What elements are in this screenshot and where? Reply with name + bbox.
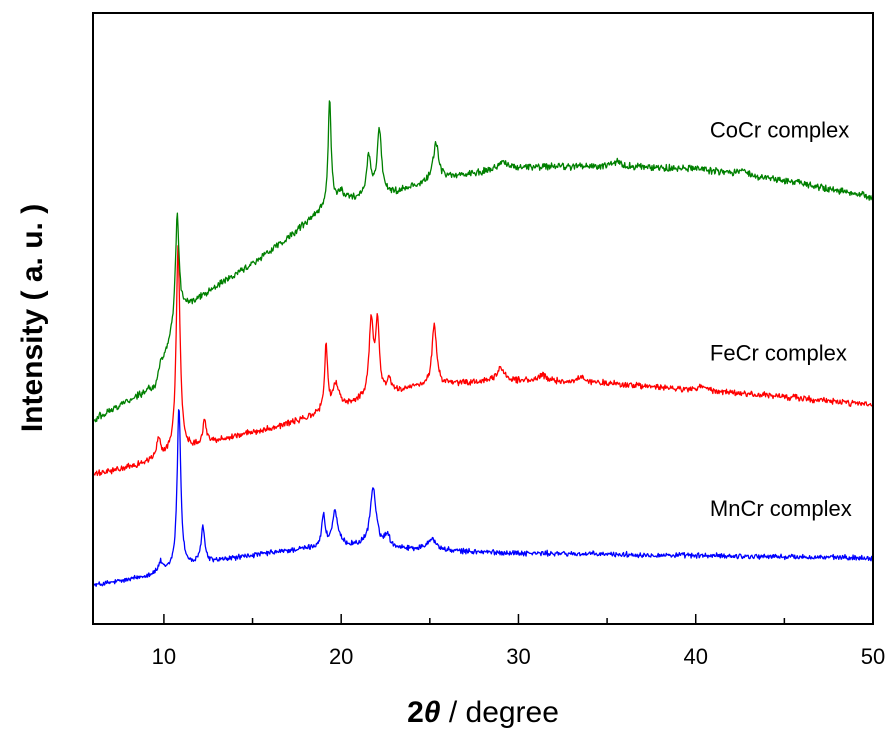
- series-layer: [92, 100, 874, 589]
- series-line-mncr: [92, 409, 874, 589]
- plot-frame: [92, 12, 874, 625]
- x-axis-title-unit: / degree: [441, 696, 559, 729]
- x-axis-title-symbol: 2: [407, 696, 424, 729]
- x-ticks: 10 20 30 40 50: [152, 614, 885, 669]
- series-label-mncr: MnCr complex: [710, 496, 852, 521]
- x-axis-title: 2θ / degree: [407, 696, 559, 729]
- series-label-fecr: FeCr complex: [710, 341, 847, 366]
- x-axis-title-theta: θ: [424, 696, 441, 729]
- series-label-cocr: CoCr complex: [710, 118, 849, 143]
- y-axis-title: Intensity ( a. u. ): [16, 204, 49, 432]
- x-tick-label-30: 30: [506, 644, 530, 669]
- x-tick-label-50: 50: [861, 644, 885, 669]
- x-tick-label-10: 10: [152, 644, 176, 669]
- x-tick-label-20: 20: [329, 644, 353, 669]
- series-labels: MnCr complex FeCr complex CoCr complex: [710, 118, 852, 521]
- x-tick-label-40: 40: [683, 644, 707, 669]
- series-line-cocr: [92, 100, 874, 423]
- series-line-fecr: [92, 245, 874, 477]
